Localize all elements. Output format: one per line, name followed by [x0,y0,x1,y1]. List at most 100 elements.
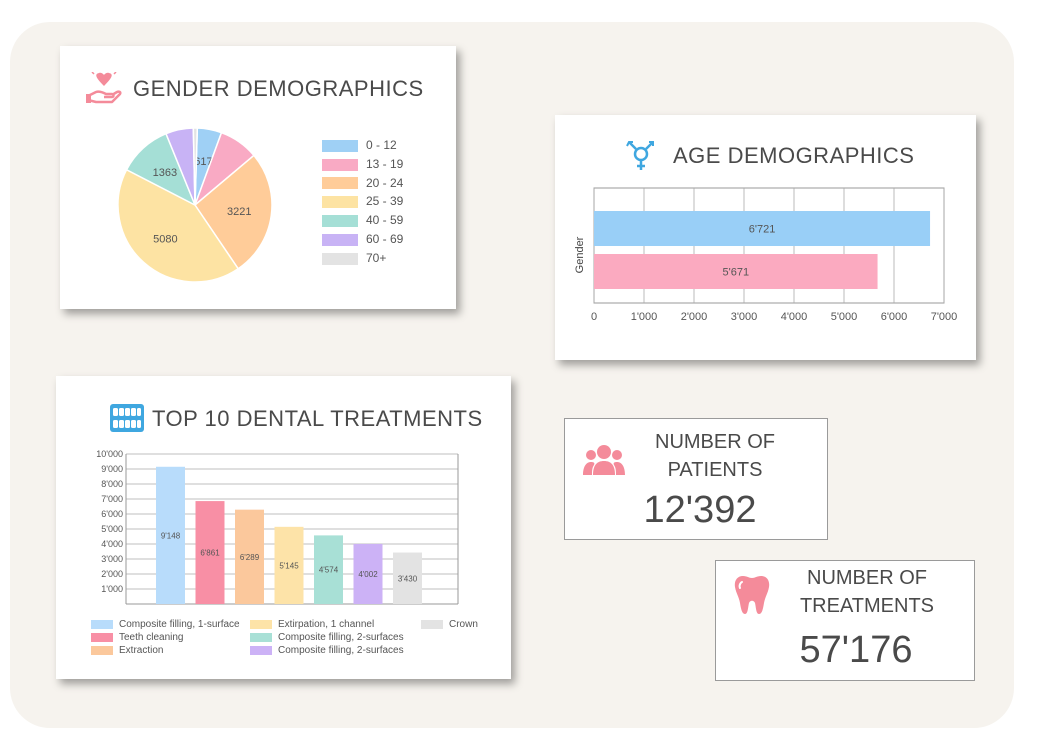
patients-stat-label: NUMBER OF PATIENTS [655,431,775,481]
people-icon [583,445,625,475]
x-tick-label: 2'000 [681,311,708,323]
bar-data-label: 5'145 [279,561,299,570]
bar-data-label: 4'574 [319,566,339,575]
legend-swatch [91,632,113,642]
treatments-stat-label: NUMBER OF TREATMENTS [799,567,935,617]
gender-legend-item: 13 - 19 [322,157,403,171]
x-tick-label: 0 [591,311,597,323]
legend-swatch [322,196,358,209]
treatment-bar [353,543,383,604]
legend-swatch [250,632,272,642]
treatment-legend-item: Teeth cleaning [91,632,184,643]
legend-label: 20 - 24 [366,175,404,190]
y-axis-label: Gender [574,236,586,273]
treatment-bar [235,509,264,604]
gender-card-title: GENDER DEMOGRAPHICS [133,76,424,101]
gender-legend-item: 20 - 24 [322,176,403,190]
legend-label: 60 - 69 [366,232,404,246]
legend-label: Composite filling, 2-surfaces [278,645,404,656]
bar-data-label: 6'289 [240,553,260,562]
treatments-stat-value: 57'176 [799,629,913,671]
legend-swatch [322,252,358,265]
bar-data-label: 6'721 [749,224,776,236]
gender-legend-item: 0 - 12 [322,138,397,152]
legend-label: Extirpation, 1 channel [278,619,375,630]
age-bar-chart: 0 1'000 2'000 3'000 4'000 5'000 6'000 7'000 6'72… [574,187,958,323]
legend-swatch [91,619,113,629]
y-tick-label: 1'000 [101,584,123,594]
gender-demographics-card: GENDER DEMOGRAPHICS 617 3221 5080 1363 0 - … [60,46,456,309]
pie-data-label: 617 [194,156,212,168]
pie-slice [117,168,240,283]
gender-symbol-icon [626,141,654,170]
x-tick-label: 5'000 [831,311,858,323]
treatment-legend-item: Extraction [91,645,163,656]
y-tick-label: 8'000 [101,479,123,489]
treatments-card: TOP 10 DENTAL TREATMENTS 1'000 2'000 3'000… [56,376,511,679]
legend-label: Crown [449,619,478,630]
treatment-bar [314,535,343,604]
x-tick-label: 1'000 [631,311,658,323]
y-tick-label: 7'000 [101,494,123,504]
legend-swatch [91,645,113,655]
patients-stat-value: 12'392 [643,489,757,531]
gender-legend-item: 25 - 39 [322,194,403,208]
bar-data-label: 4'002 [358,570,378,579]
legend-swatch [322,139,358,152]
legend-swatch [322,233,358,246]
bar-data-label: 9'148 [161,531,181,540]
age-bar [594,211,931,246]
treatment-legend-item: Composite filling, 2-surfaces [250,632,404,643]
legend-label: 0 - 12 [366,138,397,152]
x-tick-label: 4'000 [781,311,808,323]
pie-data-label: 1363 [153,167,177,179]
age-demographics-card: AGE DEMOGRAPHICS 0 1'000 2'000 3'000 4'000 5'… [555,115,976,360]
hand-heart-icon [86,72,122,104]
pie-slice [192,127,199,206]
y-tick-label: 6'000 [101,509,123,519]
treatment-bar [393,552,422,604]
treatments-stat-box: NUMBER OF TREATMENTS 57'176 [715,560,975,681]
y-tick-label: 4'000 [101,539,123,549]
treatment-legend-item: Composite filling, 1-surface [91,619,240,630]
legend-label: Composite filling, 1-surface [119,619,240,630]
legend-label: 70+ [366,250,387,265]
legend-swatch [322,215,358,228]
legend-label: Teeth cleaning [119,632,184,643]
y-tick-label: 10'000 [96,449,123,459]
age-card-title: AGE DEMOGRAPHICS [673,143,915,168]
legend-swatch [322,158,358,171]
legend-swatch [322,177,358,190]
legend-label: Composite filling, 2-surfaces [278,632,404,643]
legend-label: Extraction [119,645,164,656]
y-tick-label: 2'000 [101,569,123,579]
legend-swatch [250,645,272,655]
treatments-bar-chart: 1'000 2'000 3'000 4'000 5'000 6'000 7'000 8'000… [96,449,459,605]
x-tick-label: 7'000 [931,311,958,323]
bar-data-label: 5'671 [722,267,749,279]
treatment-bar [195,501,225,604]
legend-label: 25 - 39 [366,194,404,209]
treatment-legend-item: Composite filling, 2-surfaces [250,645,404,656]
gender-legend-item: 60 - 69 [322,232,403,246]
legend-swatch [421,619,443,629]
gender-legend-item: 70+ [322,251,386,265]
treatment-legend-item: Crown [421,619,478,630]
y-tick-label: 3'000 [101,554,123,564]
treatments-card-title: TOP 10 DENTAL TREATMENTS [152,406,483,431]
y-tick-label: 9'000 [101,464,123,474]
x-tick-label: 6'000 [881,311,908,323]
legend-label: 40 - 59 [366,213,404,228]
patients-stat-box: NUMBER OF PATIENTS 12'392 [564,418,828,540]
gender-legend-item: 40 - 59 [322,213,403,227]
treatment-bar [156,466,185,604]
treatment-bar [274,526,304,604]
bar-data-label: 3'430 [398,574,418,583]
legend-swatch [250,619,272,629]
teeth-icon [110,404,144,432]
y-tick-label: 5'000 [101,524,123,534]
pie-data-label: 5080 [153,233,177,245]
pie-data-label: 3221 [227,206,251,218]
treatment-legend-item: Extirpation, 1 channel [250,619,374,630]
x-tick-label: 3'000 [731,311,758,323]
